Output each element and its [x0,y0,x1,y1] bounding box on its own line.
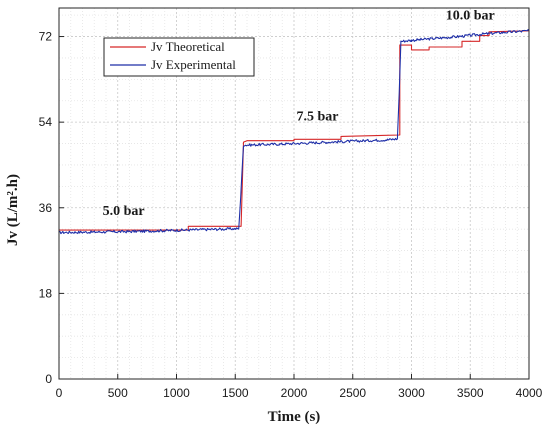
legend-label-theoretical: Jv Theoretical [151,39,225,54]
y-tick-label: 54 [39,115,53,129]
series-line-experimental [58,29,530,235]
series-line-theoretical [59,30,530,231]
x-tick-label: 0 [56,386,63,400]
grid [59,8,529,379]
legend-label-experimental: Jv Experimental [151,57,236,72]
legend: Jv Theoretical Jv Experimental [103,37,255,77]
x-tick-label: 3000 [398,386,425,400]
axis-ticks: 0 500 1000 1500 2000 2500 3000 3500 4000 0 18 36 54 7… [39,30,543,400]
y-tick-label: 36 [39,201,53,215]
legend-box [103,37,255,77]
x-tick-label: 2000 [281,386,308,400]
x-tick-label: 1500 [222,386,249,400]
x-tick-label: 3500 [457,386,484,400]
pressure-annotation: 5.0 bar [103,204,145,219]
y-tick-label: 0 [45,372,52,386]
x-tick-label: 500 [108,386,128,400]
y-tick-label: 18 [39,286,53,300]
y-tick-label: 72 [39,30,53,44]
y-axis-title: Jv (L/m².h) [5,174,21,246]
annotations: 5.0 bar 7.5 bar 10.0 bar [103,8,495,218]
x-tick-label: 4000 [516,386,543,400]
plot-series [58,29,530,235]
x-tick-label: 1000 [163,386,190,400]
pressure-annotation: 7.5 bar [297,110,339,125]
x-axis-title: Time (s) [268,409,321,425]
x-tick-label: 2500 [339,386,366,400]
pressure-annotation: 10.0 bar [446,8,495,23]
